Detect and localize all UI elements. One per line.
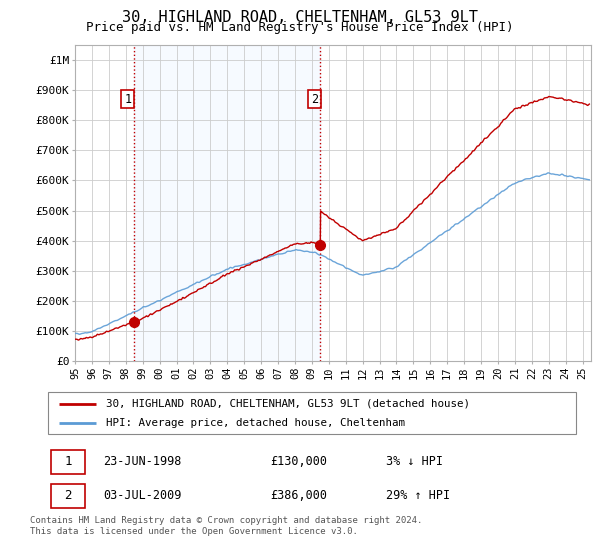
Bar bbox=[134, 45, 320, 361]
Text: Price paid vs. HM Land Registry's House Price Index (HPI): Price paid vs. HM Land Registry's House … bbox=[86, 21, 514, 34]
Text: 23-JUN-1998: 23-JUN-1998 bbox=[103, 455, 182, 468]
Text: 29% ↑ HPI: 29% ↑ HPI bbox=[386, 489, 450, 502]
Text: 30, HIGHLAND ROAD, CHELTENHAM, GL53 9LT: 30, HIGHLAND ROAD, CHELTENHAM, GL53 9LT bbox=[122, 10, 478, 25]
Text: HPI: Average price, detached house, Cheltenham: HPI: Average price, detached house, Chel… bbox=[106, 418, 405, 428]
Text: 3% ↓ HPI: 3% ↓ HPI bbox=[386, 455, 443, 468]
Text: 2: 2 bbox=[64, 489, 71, 502]
Text: 2: 2 bbox=[311, 92, 318, 105]
Text: £130,000: £130,000 bbox=[270, 455, 327, 468]
Bar bbox=[50, 450, 85, 474]
Text: 03-JUL-2009: 03-JUL-2009 bbox=[103, 489, 182, 502]
Bar bbox=[50, 484, 85, 508]
Text: Contains HM Land Registry data © Crown copyright and database right 2024.
This d: Contains HM Land Registry data © Crown c… bbox=[30, 516, 422, 536]
Text: 1: 1 bbox=[124, 92, 131, 105]
Text: £386,000: £386,000 bbox=[270, 489, 327, 502]
Text: 1: 1 bbox=[64, 455, 71, 468]
Text: 30, HIGHLAND ROAD, CHELTENHAM, GL53 9LT (detached house): 30, HIGHLAND ROAD, CHELTENHAM, GL53 9LT … bbox=[106, 399, 470, 409]
